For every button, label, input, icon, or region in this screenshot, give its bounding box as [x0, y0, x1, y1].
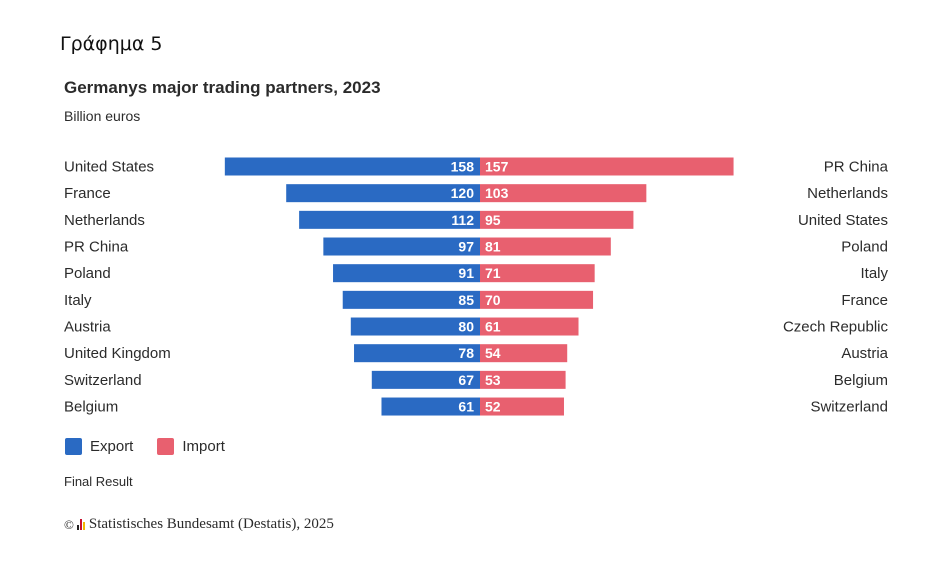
- source-credit: © Statistisches Bundesamt (Destatis), 20…: [64, 516, 334, 533]
- export-value-label: 91: [458, 265, 474, 281]
- export-value-label: 85: [458, 292, 474, 308]
- legend-swatch-export: [65, 438, 82, 455]
- destatis-logo-icon: [76, 519, 85, 530]
- source-text: Statistisches Bundesamt (Destatis), 2025: [88, 516, 334, 532]
- export-category-label: Switzerland: [64, 372, 142, 389]
- legend-label-export: Export: [90, 438, 134, 455]
- export-category-label: Belgium: [64, 399, 118, 416]
- chart-subtitle: Billion euros: [64, 108, 141, 124]
- import-bar: [480, 264, 595, 283]
- export-bar: [381, 397, 480, 416]
- import-category-label: Switzerland: [810, 399, 888, 416]
- import-value-label: 54: [485, 345, 501, 361]
- copyright-icon: ©: [64, 516, 74, 532]
- export-bar: [286, 184, 480, 203]
- import-bar: [480, 317, 579, 336]
- export-value-label: 67: [458, 372, 474, 388]
- export-bar: [224, 157, 480, 176]
- export-bar: [333, 264, 480, 283]
- figure-heading: Γράφημα 5: [60, 33, 163, 55]
- export-category-label: United States: [64, 159, 154, 176]
- import-value-label: 95: [485, 212, 501, 228]
- export-value-label: 61: [458, 399, 474, 415]
- chart-note: Final Result: [64, 474, 133, 489]
- import-bar: [480, 290, 594, 309]
- export-bar: [323, 237, 480, 256]
- export-category-label: Netherlands: [64, 212, 145, 229]
- export-category-label: Poland: [64, 265, 111, 282]
- export-bar: [354, 344, 480, 363]
- import-category-label: Belgium: [834, 372, 888, 389]
- import-bar: [480, 157, 734, 176]
- legend-item-import: Import: [157, 438, 225, 455]
- export-bar: [342, 290, 480, 309]
- legend-item-export: Export: [65, 438, 133, 455]
- export-value-label: 97: [458, 239, 474, 255]
- export-value-label: 158: [451, 159, 475, 175]
- import-category-label: PR China: [824, 159, 889, 176]
- export-value-label: 80: [458, 319, 474, 335]
- import-category-label: Poland: [841, 239, 888, 256]
- import-category-label: Austria: [841, 345, 888, 362]
- legend-label-import: Import: [182, 438, 225, 455]
- export-value-label: 78: [458, 345, 474, 361]
- export-category-label: Italy: [64, 292, 92, 309]
- import-bar: [480, 370, 566, 389]
- import-bar: [480, 210, 634, 229]
- import-value-label: 157: [485, 159, 509, 175]
- legend-swatch-import: [157, 438, 175, 455]
- import-category-label: Czech Republic: [783, 319, 889, 336]
- import-value-label: 103: [485, 185, 509, 201]
- trading-partners-chart: 158 157 United States PR China 120 103 France N…: [64, 157, 889, 416]
- import-bar: [480, 344, 568, 363]
- chart-legend: Export Import: [65, 438, 249, 455]
- export-value-label: 120: [451, 185, 475, 201]
- export-bar: [371, 370, 480, 389]
- import-bar: [480, 397, 564, 416]
- export-category-label: Austria: [64, 319, 111, 336]
- export-category-label: France: [64, 185, 111, 202]
- import-category-label: United States: [798, 212, 888, 229]
- export-value-label: 112: [451, 212, 474, 228]
- import-value-label: 53: [485, 372, 501, 388]
- export-category-label: United Kingdom: [64, 345, 171, 362]
- import-bar: [480, 237, 611, 256]
- import-value-label: 81: [485, 239, 501, 255]
- export-bar: [299, 210, 480, 229]
- import-category-label: Netherlands: [807, 185, 888, 202]
- import-value-label: 61: [485, 319, 501, 335]
- export-category-label: PR China: [64, 239, 129, 256]
- chart-title: Germanys major trading partners, 2023: [64, 78, 381, 97]
- import-value-label: 70: [485, 292, 501, 308]
- import-value-label: 71: [485, 265, 501, 281]
- export-bar: [350, 317, 480, 336]
- import-category-label: Italy: [860, 265, 888, 282]
- import-bar: [480, 184, 647, 203]
- import-value-label: 52: [485, 399, 501, 415]
- import-category-label: France: [841, 292, 888, 309]
